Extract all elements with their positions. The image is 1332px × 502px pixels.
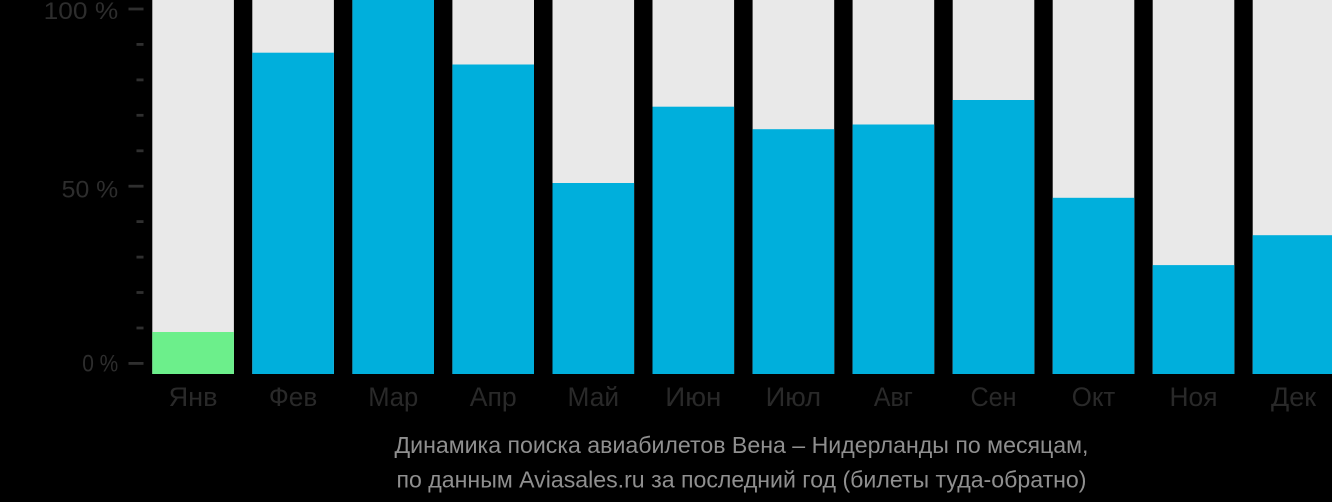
svg-text:Фев: Фев: [269, 382, 318, 412]
svg-text:Июл: Июл: [766, 382, 822, 412]
svg-text:Окт: Окт: [1072, 382, 1116, 412]
svg-text:Янв: Янв: [169, 382, 218, 412]
svg-text:Апр: Апр: [470, 382, 517, 412]
svg-text:Май: Май: [568, 382, 620, 412]
svg-text:0 %: 0 %: [82, 351, 118, 378]
svg-text:Июн: Июн: [665, 382, 721, 412]
svg-text:Авг: Авг: [874, 382, 913, 412]
svg-text:Сен: Сен: [971, 382, 1017, 412]
svg-text:Мар: Мар: [368, 382, 418, 412]
svg-text:Дек: Дек: [1271, 382, 1316, 412]
svg-text:Ноя: Ноя: [1170, 382, 1218, 412]
svg-text:100 %: 100 %: [44, 0, 119, 25]
svg-text:по данным Aviasales.ru за посл: по данным Aviasales.ru за последний год …: [397, 466, 1087, 492]
svg-text:50 %: 50 %: [62, 176, 119, 203]
svg-text:Динамика поиска авиабилетов Ве: Динамика поиска авиабилетов Вена – Нидер…: [395, 432, 1089, 458]
